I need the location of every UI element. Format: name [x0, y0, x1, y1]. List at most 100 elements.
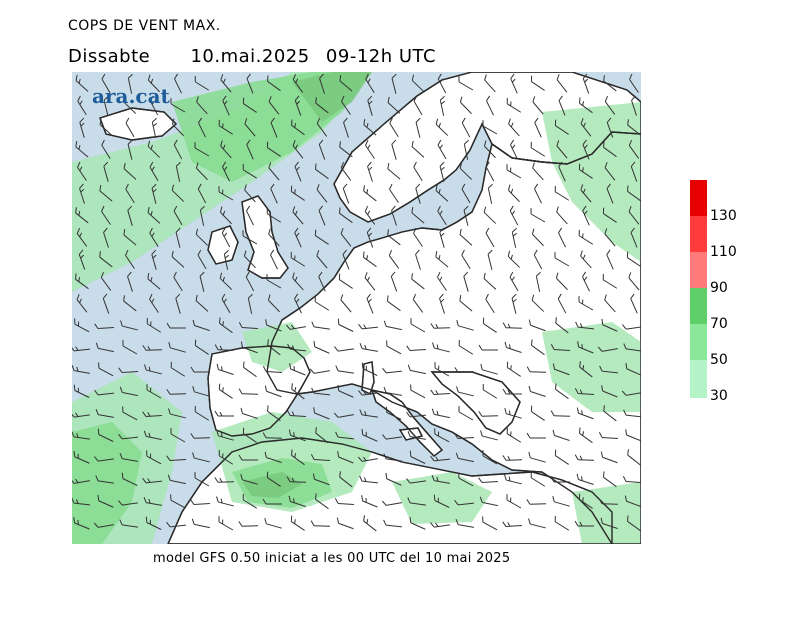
- wind-barb: [381, 500, 402, 506]
- wind-barb: [389, 183, 399, 203]
- wind-barb: [219, 206, 232, 225]
- wind-barb: [149, 227, 159, 248]
- wind-barb: [199, 205, 205, 226]
- forecast-time-window: 09-12h UTC: [325, 46, 437, 67]
- wind-barb: [606, 249, 614, 270]
- wind-barb: [310, 520, 331, 527]
- wind-barb: [603, 141, 617, 158]
- wind-barb: [478, 477, 499, 484]
- wind-barb: [175, 293, 181, 314]
- wind-barb: [264, 451, 282, 463]
- land-sicily-coastline: [398, 427, 424, 441]
- wind-barb: [119, 386, 138, 397]
- legend-label-70: 70: [710, 316, 728, 332]
- wind-barb: [127, 205, 133, 226]
- wind-barb: [194, 339, 209, 355]
- wind-barb: [390, 271, 398, 292]
- wind-barb: [411, 74, 425, 92]
- wind-barb: [335, 365, 354, 374]
- wind-barb: [383, 519, 403, 528]
- wind-barb: [407, 497, 426, 506]
- wind-barb: [268, 96, 280, 115]
- forecast-day: Dissabte: [68, 46, 151, 67]
- wind-barb: [629, 73, 639, 93]
- wind-barb: [310, 454, 331, 462]
- wind-barb: [170, 494, 186, 509]
- wind-barb: [602, 273, 618, 289]
- wind-barb: [579, 97, 593, 114]
- wind-barb: [382, 434, 402, 440]
- wind-barb: [431, 474, 450, 484]
- wind-barb: [622, 324, 641, 330]
- wind-barb: [387, 163, 401, 180]
- wind-barb: [606, 183, 614, 204]
- wind-barb: [511, 227, 517, 248]
- wind-barb: [439, 293, 445, 314]
- wind-barb: [316, 117, 328, 137]
- wind-barb: [292, 73, 304, 93]
- wind-barb: [99, 118, 113, 136]
- wind-barb: [582, 139, 590, 160]
- wind-barb: [526, 499, 547, 505]
- wind-barb: [455, 452, 474, 463]
- land-great-britain-coastline: [241, 195, 289, 279]
- wind-barb: [530, 75, 545, 91]
- legend-swatch-50: [690, 324, 707, 360]
- wind-barb: [530, 141, 546, 157]
- wind-barb: [578, 163, 593, 179]
- wind-barb: [435, 184, 449, 202]
- wind-barb: [530, 471, 546, 487]
- wind-barb: [598, 432, 619, 440]
- wind-barb: [270, 117, 278, 138]
- wind-barb: [265, 319, 282, 332]
- wind-barb: [482, 383, 498, 399]
- wind-barb: [482, 516, 498, 531]
- wind-barb: [173, 205, 183, 226]
- wind-barb: [578, 229, 594, 245]
- wind-barb: [340, 228, 352, 247]
- legend-label-50: 50: [710, 352, 728, 368]
- wind-barb: [243, 361, 257, 378]
- wind-barb: [103, 161, 109, 182]
- wind-barb: [313, 407, 330, 420]
- wind-barb: [604, 95, 616, 115]
- wind-barb: [387, 96, 401, 114]
- wind-barb: [458, 472, 474, 487]
- wind-barb: [339, 141, 353, 158]
- wind-barb: [502, 455, 523, 461]
- wind-barb: [286, 476, 307, 483]
- wind-barb: [582, 73, 590, 94]
- wind-barb: [97, 494, 114, 508]
- wind-barb: [314, 229, 329, 245]
- wind-barb: [407, 430, 426, 440]
- wind-barb: [358, 323, 379, 330]
- wind-barb: [267, 405, 281, 422]
- wind-barb: [530, 208, 546, 223]
- wind-barb: [309, 368, 330, 374]
- wind-barb: [623, 409, 641, 418]
- wind-barb: [552, 429, 570, 441]
- wind-barb: [437, 73, 447, 94]
- wind-barb: [622, 476, 641, 484]
- wind-barb: [73, 517, 90, 530]
- wind-barb: [406, 345, 427, 352]
- wind-barb: [198, 117, 206, 138]
- wind-barb: [554, 449, 569, 465]
- wind-barb: [507, 250, 521, 268]
- wind-barb: [506, 427, 522, 443]
- wind-barb: [125, 117, 135, 138]
- wind-barb: [118, 433, 139, 440]
- wind-barb: [171, 184, 185, 202]
- wind-barb: [435, 118, 449, 136]
- wind-barb: [385, 406, 402, 420]
- wind-barb: [223, 249, 229, 270]
- wind-barb: [510, 139, 518, 160]
- wind-barb: [437, 205, 447, 226]
- wind-barb: [73, 450, 90, 464]
- wind-barb: [478, 344, 498, 351]
- wind-barb: [216, 496, 234, 507]
- wind-barb: [171, 118, 184, 137]
- wind-barb: [95, 342, 114, 353]
- wind-barb: [292, 272, 304, 291]
- wind-barb: [556, 74, 568, 93]
